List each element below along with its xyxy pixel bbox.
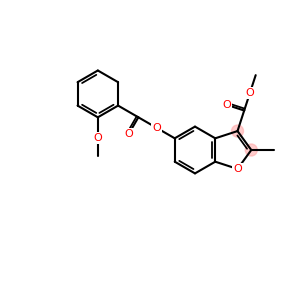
Circle shape xyxy=(232,125,244,137)
Text: O: O xyxy=(246,88,254,98)
Text: O: O xyxy=(222,100,231,110)
Text: O: O xyxy=(233,164,242,174)
Circle shape xyxy=(245,144,257,156)
Text: O: O xyxy=(152,123,161,133)
Text: O: O xyxy=(124,129,133,139)
Text: O: O xyxy=(94,133,102,143)
